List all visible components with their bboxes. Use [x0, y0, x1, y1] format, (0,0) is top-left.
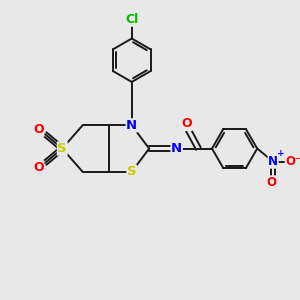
- Text: S: S: [58, 142, 67, 155]
- Text: Cl: Cl: [125, 13, 138, 26]
- Text: O: O: [33, 161, 44, 174]
- Text: O⁻: O⁻: [285, 155, 300, 168]
- Text: N: N: [126, 119, 137, 132]
- Text: O: O: [33, 123, 44, 136]
- Text: O: O: [267, 176, 277, 189]
- Text: O: O: [182, 117, 192, 130]
- Text: S: S: [127, 165, 136, 178]
- Text: N: N: [268, 155, 278, 168]
- Text: +: +: [278, 149, 285, 158]
- Text: N: N: [171, 142, 182, 155]
